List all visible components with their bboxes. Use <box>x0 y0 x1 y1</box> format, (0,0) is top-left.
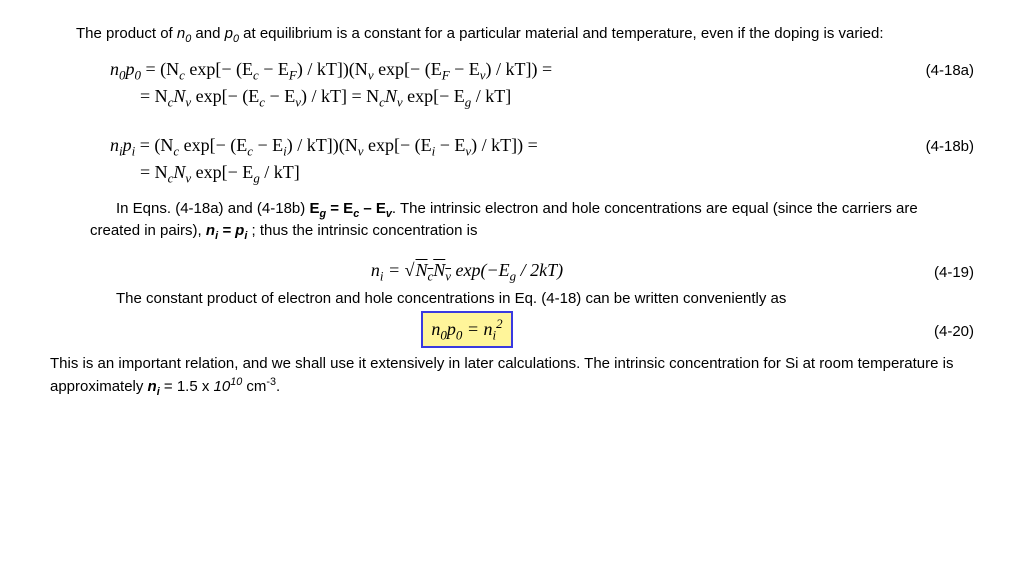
equation-4-18b-body: nipi = (Nc exp[− (Ec − Ei) / kT])(Nv exp… <box>50 133 884 187</box>
equation-4-18b-label: (4-18b) <box>884 133 974 157</box>
var-n0: n0 <box>177 25 191 42</box>
ni-eq-pi: ni = pi <box>206 222 247 239</box>
intro-paragraph: The product of n0 and p0 at equilibrium … <box>50 24 974 47</box>
equation-4-20-label: (4-20) <box>884 318 974 342</box>
equation-4-19-body: ni = √NcNv exp(−Eg / 2kT) <box>50 258 884 285</box>
equation-4-18a: n0p0 = (Nc exp[− (Ec − EF) / kT])(Nv exp… <box>50 57 974 111</box>
equation-4-20-box: n0p0 = ni2 <box>421 311 512 348</box>
var-p0: p0 <box>225 25 239 42</box>
explanation-paragraph: In Eqns. (4-18a) and (4-18b) Eg = Ec – E… <box>50 199 974 244</box>
var-ni: ni <box>148 378 160 395</box>
constant-product-paragraph: The constant product of electron and hol… <box>50 289 974 309</box>
equation-4-18a-label: (4-18a) <box>884 57 974 81</box>
equation-4-19-label: (4-19) <box>884 259 974 283</box>
equation-4-18a-body: n0p0 = (Nc exp[− (Ec − EF) / kT])(Nv exp… <box>50 57 884 111</box>
equation-4-19: ni = √NcNv exp(−Eg / 2kT) (4-19) <box>50 254 974 289</box>
equation-4-20: n0p0 = ni2 (4-20) <box>50 311 974 348</box>
equation-4-18b: nipi = (Nc exp[− (Ec − Ei) / kT])(Nv exp… <box>50 133 974 187</box>
eg-definition: Eg = Ec – Ev <box>309 200 391 217</box>
closing-paragraph: This is an important relation, and we sh… <box>50 354 974 399</box>
